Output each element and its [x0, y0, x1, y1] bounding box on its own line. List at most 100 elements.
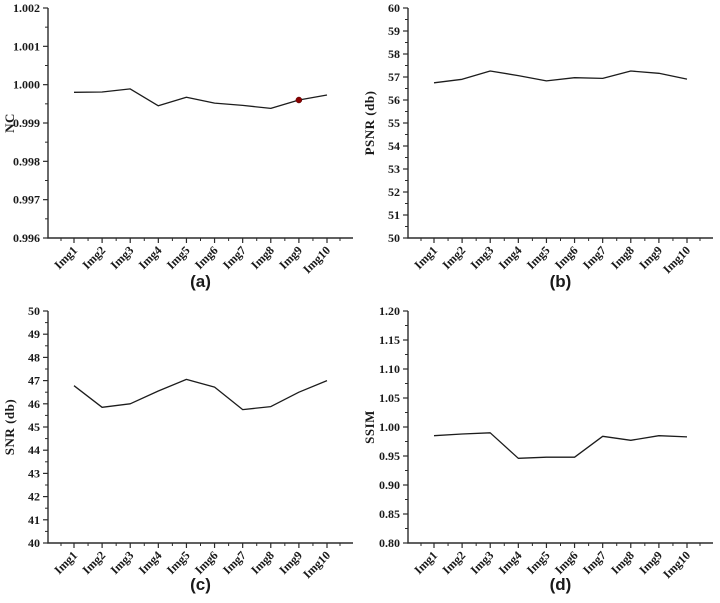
chart-svg-d: 0.80 0.85 0.90 0.95 1.00 1.05 1.10 1.15 1.20 Img1… — [362, 304, 713, 594]
x-category-label: Img3 — [108, 243, 137, 272]
y-axis-title: SNR (db) — [2, 399, 17, 455]
y-tick-label: 1.00 — [379, 420, 400, 434]
x-category-label: Img4 — [496, 548, 525, 577]
y-tick-label: 45 — [28, 420, 40, 434]
y-tick-label: 58 — [388, 47, 400, 61]
axis-spines — [47, 8, 353, 239]
y-axis-title: SSIM — [362, 410, 377, 444]
y-tick-label: 1.20 — [379, 304, 400, 318]
x-category-label: Img6 — [192, 548, 221, 577]
chart-ssim: 0.80 0.85 0.90 0.95 1.00 1.05 1.10 1.15 1.20 Img1… — [360, 300, 720, 603]
x-category-label: Img10 — [660, 243, 693, 276]
panel-sublabel: (d) — [550, 575, 572, 594]
x-category-label: Img5 — [164, 548, 193, 577]
y-axis-title: PSNR (db) — [362, 91, 377, 156]
x-category-label: Img5 — [524, 243, 553, 272]
axis-spines — [407, 311, 713, 544]
x-category-label: Img2 — [79, 548, 108, 577]
y-tick-label: 57 — [388, 70, 400, 84]
y-tick-label: 54 — [388, 139, 400, 153]
y-tick-label: 49 — [28, 327, 40, 341]
y-tick-label: 48 — [28, 350, 40, 364]
panel-sublabel: (a) — [190, 272, 211, 291]
axis-spines — [407, 8, 713, 239]
data-line — [73, 378, 328, 411]
panel-sublabel: (c) — [190, 575, 211, 594]
y-tick-label: 0.80 — [379, 536, 400, 550]
y-tick-label: 60 — [388, 1, 400, 15]
y-tick-label: 40 — [28, 536, 40, 550]
y-tick-label: 59 — [388, 24, 400, 38]
x-category-label: Img4 — [136, 548, 165, 577]
x-category-label: Img8 — [248, 243, 277, 272]
y-tick-label: 56 — [388, 93, 400, 107]
y-tick-label: 1.001 — [13, 39, 40, 53]
x-category-label: Img4 — [136, 243, 165, 272]
x-category-label: Img1 — [411, 243, 440, 272]
y-tick-label: 43 — [28, 466, 40, 480]
x-category-label: Img8 — [608, 548, 637, 577]
data-line — [73, 88, 328, 110]
x-category-label: Img10 — [660, 548, 693, 581]
x-category-label: Img3 — [468, 243, 497, 272]
y-tick-label: 52 — [388, 185, 400, 199]
chart-snr: 40 41 42 43 44 45 46 47 48 49 50 Img1 Img2 Img3 Img4 Im… — [0, 300, 360, 603]
x-category-label: Img7 — [580, 243, 609, 272]
y-tick-label: 1.10 — [379, 362, 400, 376]
data-line — [433, 70, 688, 84]
x-category-label: Img6 — [192, 243, 221, 272]
y-tick-label: 0.997 — [13, 193, 40, 207]
x-category-label: Img3 — [108, 548, 137, 577]
y-tick-label: 1.05 — [379, 391, 400, 405]
x-category-label: Img2 — [439, 548, 468, 577]
panel-sublabel: (b) — [550, 272, 572, 291]
highlight-marker — [295, 96, 303, 104]
y-axis-title: NC — [2, 113, 17, 133]
x-category-label: Img1 — [411, 548, 440, 577]
y-tick-label: 55 — [388, 116, 400, 130]
x-category-label: Img1 — [51, 548, 80, 577]
x-category-label: Img8 — [248, 548, 277, 577]
chart-nc: 0.996 0.997 0.998 0.999 1.000 1.001 1.002 Img1 I… — [0, 0, 360, 300]
y-tick-label: 44 — [28, 443, 40, 457]
y-tick-label: 53 — [388, 162, 400, 176]
y-tick-label: 0.90 — [379, 478, 400, 492]
x-category-label: Img7 — [580, 548, 609, 577]
y-tick-label: 1.000 — [13, 78, 40, 92]
x-category-label: Img2 — [79, 243, 108, 272]
y-tick-label: 51 — [388, 208, 400, 222]
x-category-label: Img7 — [220, 243, 249, 272]
y-tick-label: 42 — [28, 490, 40, 504]
y-tick-label: 0.95 — [379, 449, 400, 463]
x-category-label: Img6 — [552, 243, 581, 272]
x-category-label: Img2 — [439, 243, 468, 272]
y-tick-label: 0.996 — [13, 231, 40, 245]
x-category-label: Img7 — [220, 548, 249, 577]
y-tick-label: 0.999 — [13, 116, 40, 130]
y-tick-label: 50 — [28, 304, 40, 318]
y-tick-label: 0.998 — [13, 154, 40, 168]
x-category-label: Img5 — [524, 548, 553, 577]
y-tick-label: 0.85 — [379, 507, 400, 521]
x-category-label: Img1 — [51, 243, 80, 272]
y-tick-label: 50 — [388, 231, 400, 245]
y-tick-label: 1.15 — [379, 333, 400, 347]
y-tick-label: 1.002 — [13, 1, 40, 15]
x-category-label: Img10 — [300, 243, 333, 276]
axis-spines — [47, 311, 353, 544]
data-line — [433, 432, 688, 459]
y-tick-label: 47 — [28, 374, 40, 388]
x-category-label: Img5 — [164, 243, 193, 272]
chart-psnr: 50 51 52 53 54 55 56 57 58 59 60 Img1 Img2 Img3 Img4 Im… — [360, 0, 720, 300]
x-category-label: Img10 — [300, 548, 333, 581]
y-tick-label: 41 — [28, 513, 40, 527]
x-category-label: Img3 — [468, 548, 497, 577]
y-tick-label: 46 — [28, 397, 40, 411]
x-category-label: Img4 — [496, 243, 525, 272]
x-category-label: Img8 — [608, 243, 637, 272]
x-category-label: Img6 — [552, 548, 581, 577]
